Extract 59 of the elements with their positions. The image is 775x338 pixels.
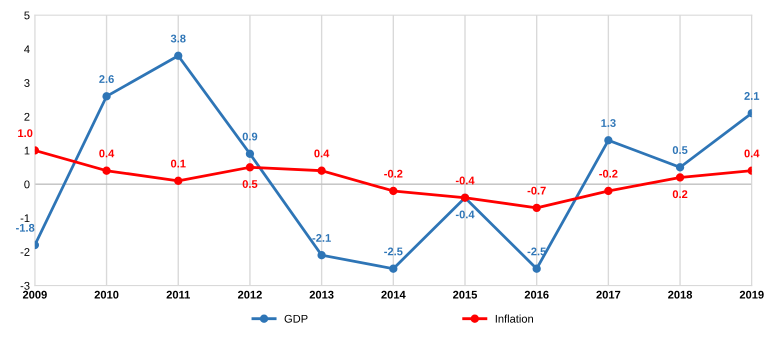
- point: [174, 176, 182, 185]
- x-tick-label: 2011: [166, 290, 190, 299]
- data-label: -2.1: [312, 234, 331, 242]
- data-label: 2.6: [99, 75, 114, 84]
- point: [532, 264, 541, 273]
- y-tick-label: 1: [24, 146, 30, 154]
- data-label: 0.5: [672, 146, 688, 154]
- data-label: -0.4: [456, 210, 475, 218]
- data-label: 3.8: [170, 34, 186, 42]
- point: [604, 136, 613, 144]
- point: [317, 166, 326, 175]
- y-tick-label: 4: [24, 45, 30, 54]
- point: [246, 150, 254, 158]
- data-label: -2.5: [384, 248, 403, 256]
- point: [676, 163, 684, 172]
- data-label: -0.2: [384, 170, 402, 178]
- y-tick-label: 3: [24, 79, 30, 87]
- x-tick-label: 2009: [22, 290, 47, 299]
- point: [246, 163, 254, 172]
- data-label: 0.4: [744, 150, 760, 158]
- data-label: -0.2: [599, 170, 618, 178]
- y-tick-label: -3: [20, 282, 30, 290]
- x-tick-label: 2013: [310, 290, 334, 299]
- legend-label: Inflation: [496, 314, 533, 323]
- legend-label: GDP: [284, 314, 308, 323]
- data-label: 0.2: [672, 190, 688, 198]
- point: [389, 186, 398, 196]
- x-tick-label: 2015: [453, 290, 478, 299]
- data-label: 0.9: [242, 132, 258, 140]
- y-tick-label: 2: [24, 112, 30, 121]
- y-tick-label: -1: [20, 214, 30, 222]
- data-label: -0.4: [456, 176, 475, 184]
- point: [676, 173, 684, 182]
- data-label: 1.3: [601, 119, 616, 127]
- data-label: 0.1: [170, 160, 186, 168]
- point: [604, 186, 613, 196]
- y-tick-label: 5: [24, 12, 30, 20]
- data-label: -1.8: [16, 224, 34, 232]
- x-tick-label: 2016: [524, 290, 549, 299]
- data-label: -0.7: [528, 186, 546, 195]
- data-label: 0.4: [314, 150, 330, 158]
- x-tick-label: 2019: [740, 290, 764, 299]
- y-tick-label: 0: [24, 180, 30, 188]
- x-tick-label: 2014: [381, 290, 406, 299]
- data-label: 0.4: [99, 150, 114, 158]
- data-label: 2.1: [744, 92, 760, 100]
- point: [102, 166, 111, 175]
- x-tick-label: 2018: [668, 290, 692, 299]
- point: [532, 204, 541, 212]
- x-tick-label: 2010: [94, 290, 118, 299]
- data-label: 0.5: [242, 180, 258, 188]
- y-tick-label: -2: [20, 248, 30, 256]
- data-label: 1.0: [18, 129, 32, 138]
- x-tick-label: 2017: [596, 290, 620, 299]
- point: [317, 251, 326, 260]
- point: [102, 92, 111, 100]
- point: [174, 52, 182, 60]
- x-tick-label: 2012: [238, 290, 262, 299]
- point: [389, 264, 398, 273]
